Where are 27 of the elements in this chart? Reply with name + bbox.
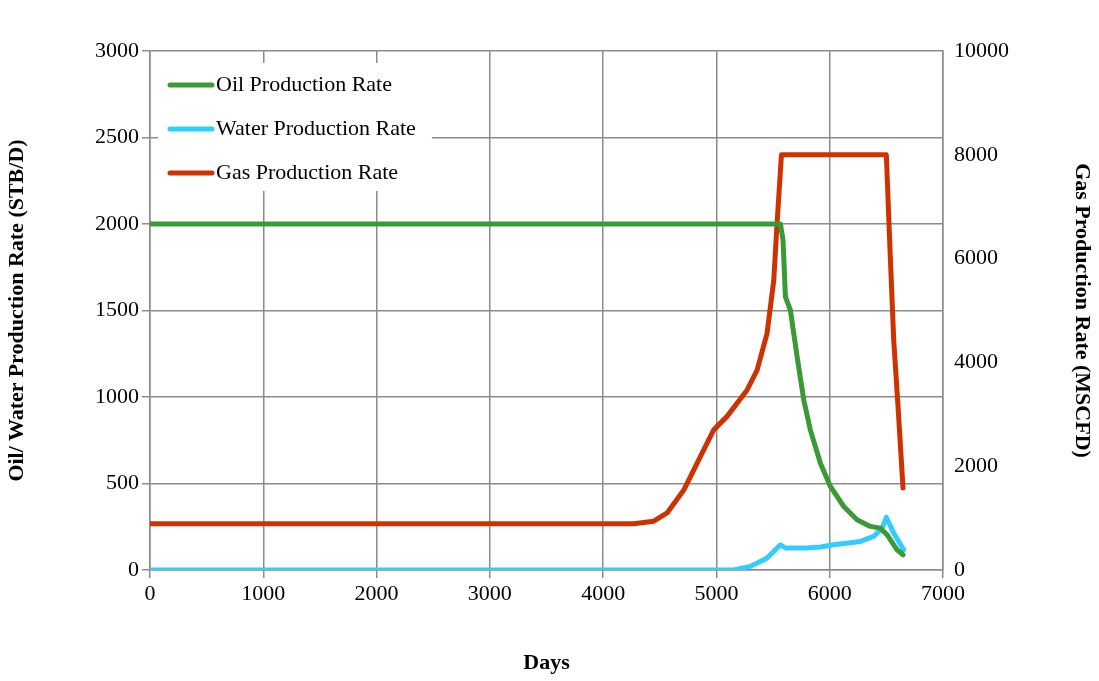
y-tick-label: 1000 bbox=[95, 382, 139, 408]
x-tick-label: 4000 bbox=[581, 579, 626, 605]
y2-tick-label: 2000 bbox=[954, 451, 998, 477]
y-tick-label: 3000 bbox=[95, 36, 139, 62]
x-tick-label: 6000 bbox=[807, 579, 852, 605]
y-tick-label: 2500 bbox=[95, 123, 139, 149]
y2-tick-label: 0 bbox=[954, 555, 965, 581]
x-tick-label: 7000 bbox=[921, 579, 965, 605]
y-tick-label: 500 bbox=[106, 469, 139, 495]
x-tick-label: 1000 bbox=[241, 579, 286, 605]
legend-label: Gas Production Rate bbox=[216, 158, 399, 184]
y2-tick-label: 10000 bbox=[954, 36, 1009, 62]
legend-label: Oil Production Rate bbox=[216, 70, 392, 96]
y-axis-title: Oil/ Water Production Rate (STB/D) bbox=[2, 139, 28, 482]
y2-axis-title: Gas Production Rate (MSCFD) bbox=[1071, 163, 1097, 458]
x-tick-label: 3000 bbox=[467, 579, 512, 605]
y2-tick-label: 8000 bbox=[954, 140, 998, 166]
x-tick-label: 5000 bbox=[694, 579, 739, 605]
y2-tick-label: 4000 bbox=[954, 348, 998, 374]
y-tick-label: 1500 bbox=[95, 296, 139, 322]
y2-tick-label: 6000 bbox=[954, 244, 998, 270]
y-tick-label: 2000 bbox=[95, 209, 139, 235]
legend-label: Water Production Rate bbox=[216, 114, 416, 140]
x-axis-title: Days bbox=[523, 649, 571, 675]
x-tick-label: 2000 bbox=[354, 579, 399, 605]
y-tick-label: 0 bbox=[128, 555, 139, 581]
x-tick-label: 0 bbox=[144, 579, 156, 605]
